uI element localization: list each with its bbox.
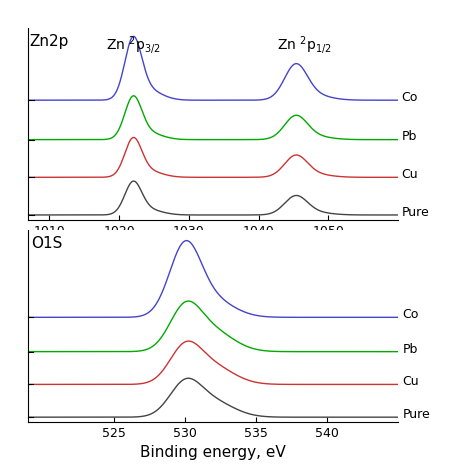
Text: Zn $^{2}$p$_{3/2}$: Zn $^{2}$p$_{3/2}$ — [106, 34, 160, 55]
Text: Co: Co — [402, 308, 419, 321]
Text: Pure: Pure — [401, 206, 429, 219]
Text: Pb: Pb — [402, 343, 418, 356]
Text: Zn2p: Zn2p — [30, 34, 69, 49]
Text: Pb: Pb — [401, 130, 417, 143]
Text: Cu: Cu — [402, 375, 419, 388]
Text: Co: Co — [401, 91, 418, 104]
X-axis label: Binding energy, eV: Binding energy, eV — [140, 445, 286, 460]
Text: Zn $^{2}$p$_{1/2}$: Zn $^{2}$p$_{1/2}$ — [277, 34, 331, 55]
Text: Cu: Cu — [401, 168, 418, 181]
Text: O1S: O1S — [31, 236, 63, 251]
Text: Pure: Pure — [402, 408, 430, 421]
